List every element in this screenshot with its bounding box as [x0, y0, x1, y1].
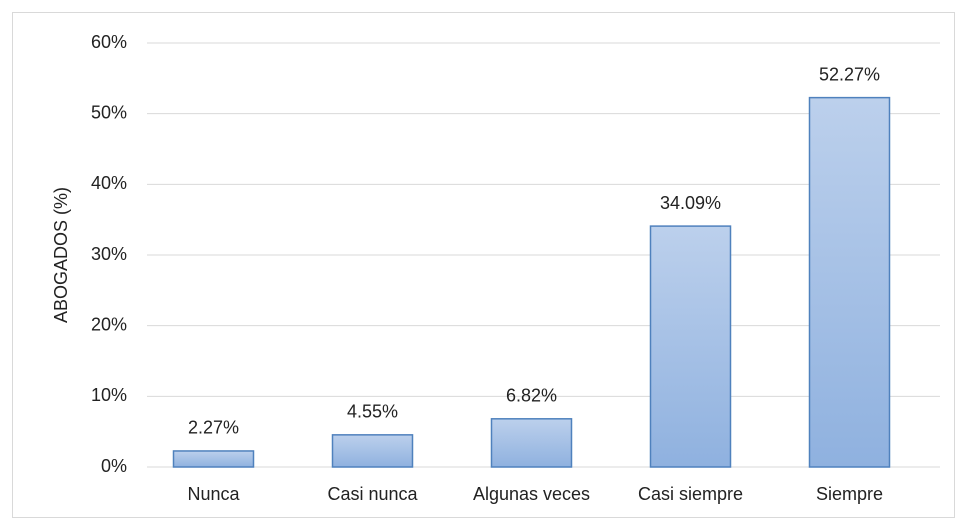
- y-tick-label: 60%: [91, 32, 127, 52]
- bar: [808, 96, 891, 468]
- x-tick-label: Casi nunca: [327, 484, 418, 504]
- y-tick-label: 40%: [91, 173, 127, 193]
- bar: [490, 418, 573, 468]
- x-tick-label: Algunas veces: [473, 484, 590, 504]
- y-tick-label: 10%: [91, 385, 127, 405]
- data-label: 2.27%: [188, 418, 239, 438]
- data-label: 6.82%: [506, 386, 557, 406]
- y-tick-label: 20%: [91, 314, 127, 334]
- bar: [172, 450, 255, 468]
- x-tick-label: Nunca: [187, 484, 240, 504]
- y-tick-label: 50%: [91, 102, 127, 122]
- data-label: 34.09%: [660, 193, 721, 213]
- y-tick-label: 30%: [91, 244, 127, 264]
- bar: [331, 434, 414, 468]
- y-tick-label: 0%: [101, 456, 127, 476]
- x-tick-label: Siempre: [816, 484, 883, 504]
- data-label: 52.27%: [819, 64, 880, 84]
- x-tick-label: Casi siempre: [638, 484, 743, 504]
- y-axis-label: ABOGADOS (%): [51, 187, 71, 323]
- data-label: 4.55%: [347, 402, 398, 422]
- bar: [649, 225, 732, 468]
